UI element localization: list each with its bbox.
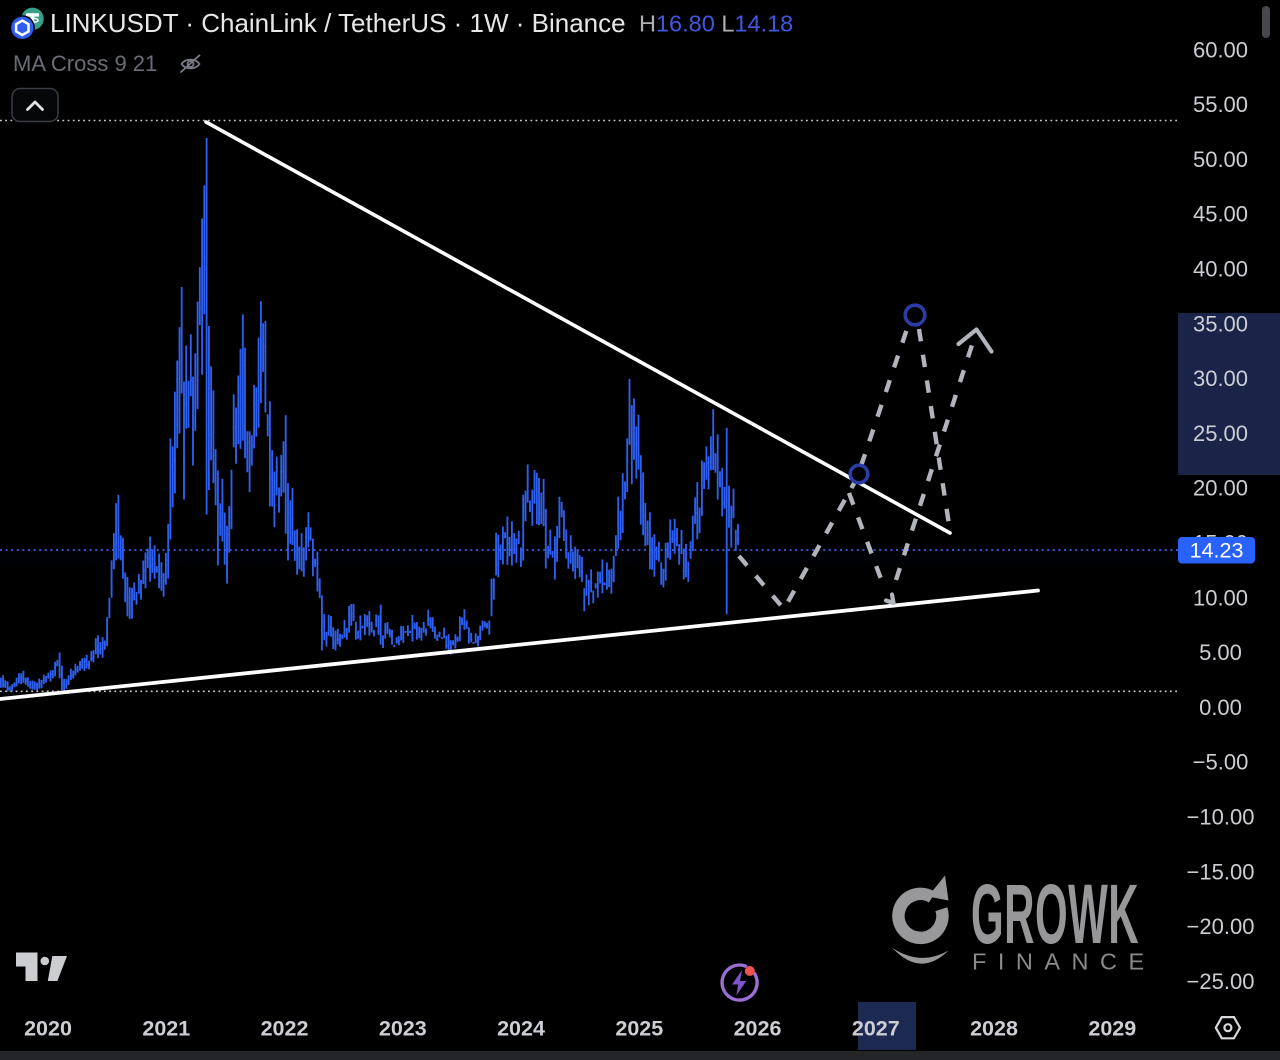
svg-text:H16.80 L14.18: H16.80 L14.18 <box>639 11 793 37</box>
svg-text:2022: 2022 <box>261 1017 309 1041</box>
svg-text:FINANCE: FINANCE <box>972 949 1156 975</box>
svg-text:0.00: 0.00 <box>1199 695 1242 720</box>
svg-text:2021: 2021 <box>142 1017 190 1041</box>
svg-text:50.00: 50.00 <box>1193 147 1248 172</box>
svg-text:2027: 2027 <box>852 1017 900 1041</box>
svg-text:30.00: 30.00 <box>1193 366 1248 391</box>
svg-text:55.00: 55.00 <box>1193 92 1248 117</box>
svg-text:2026: 2026 <box>734 1017 782 1041</box>
svg-text:2020: 2020 <box>24 1017 72 1041</box>
svg-text:−5.00: −5.00 <box>1193 750 1249 775</box>
svg-text:2025: 2025 <box>615 1017 663 1041</box>
svg-text:10.00: 10.00 <box>1193 585 1248 610</box>
svg-text:40.00: 40.00 <box>1193 257 1248 282</box>
svg-text:−25.00: −25.00 <box>1187 969 1255 994</box>
svg-text:2024: 2024 <box>497 1017 545 1041</box>
svg-text:5.00: 5.00 <box>1199 640 1242 665</box>
svg-text:60.00: 60.00 <box>1193 37 1248 62</box>
svg-text:45.00: 45.00 <box>1193 202 1248 227</box>
svg-text:2023: 2023 <box>379 1017 427 1041</box>
svg-text:20.00: 20.00 <box>1193 476 1248 501</box>
svg-text:2029: 2029 <box>1088 1017 1136 1041</box>
svg-text:LINKUSDT · ChainLink / TetherU: LINKUSDT · ChainLink / TetherUS · 1W · B… <box>50 8 626 38</box>
svg-text:−20.00: −20.00 <box>1187 914 1255 939</box>
svg-text:25.00: 25.00 <box>1193 421 1248 446</box>
svg-text:GROWK: GROWK <box>971 868 1139 962</box>
svg-text:35.00: 35.00 <box>1193 311 1248 336</box>
svg-text:−10.00: −10.00 <box>1187 805 1255 830</box>
svg-text:MA Cross 9 21: MA Cross 9 21 <box>13 51 157 76</box>
svg-text:14.23: 14.23 <box>1190 539 1244 563</box>
svg-text:−15.00: −15.00 <box>1187 859 1255 884</box>
svg-text:2028: 2028 <box>970 1017 1018 1041</box>
